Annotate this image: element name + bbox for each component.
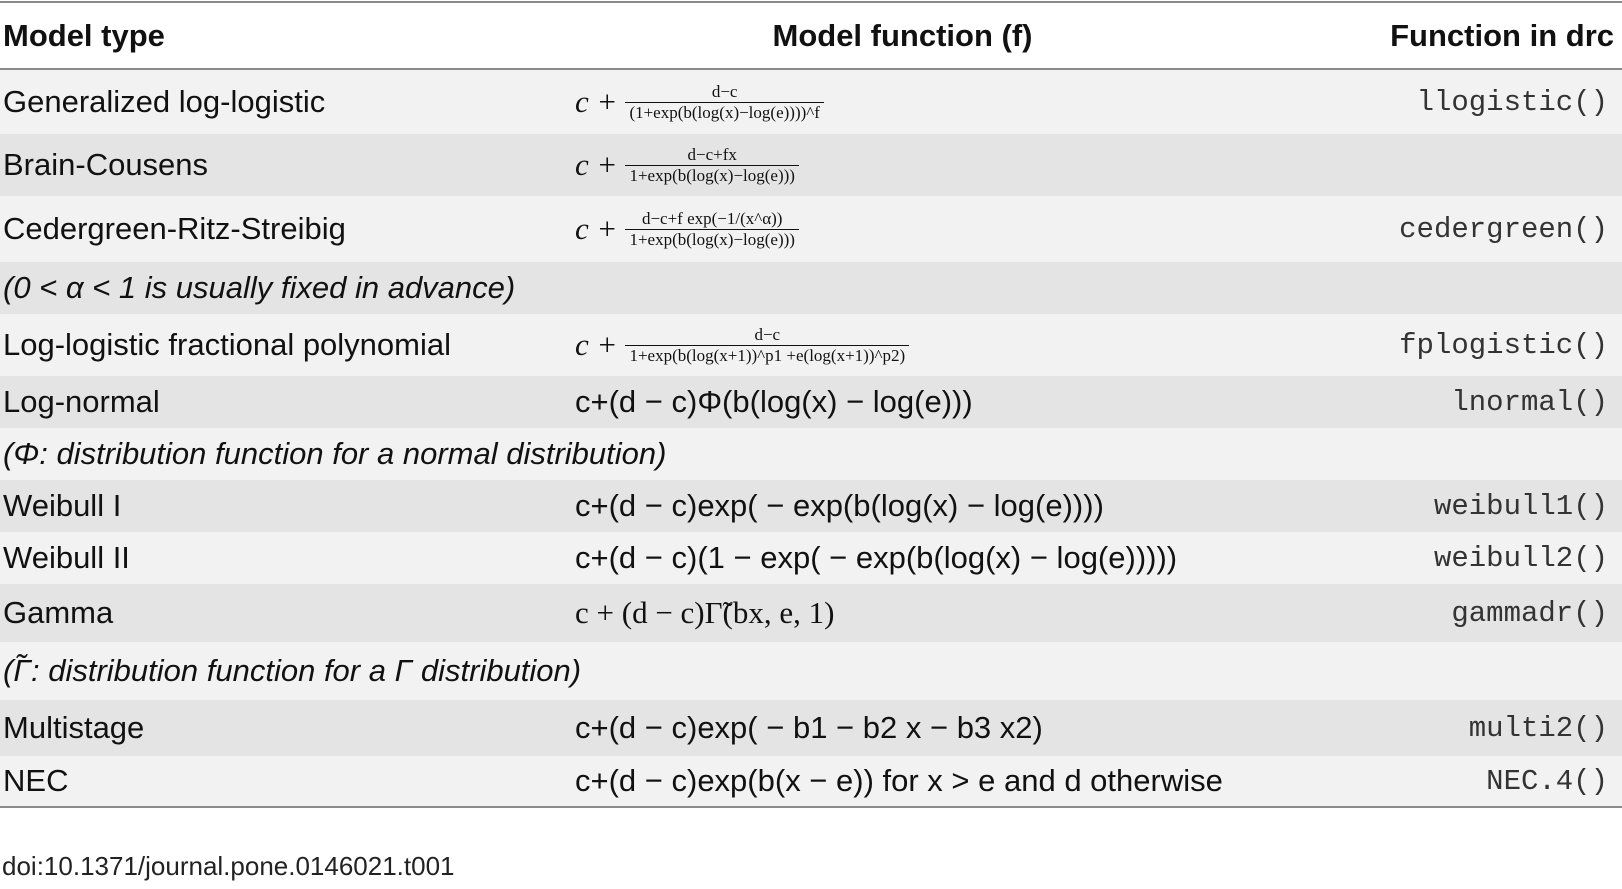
- note-text: (0 < α < 1 is usually fixed in advance): [3, 270, 516, 305]
- table-row: Log-logistic fractional polynomial c + d…: [0, 314, 1622, 376]
- fraction: d−c+f exp(−1/(x^α)) 1+exp(b(log(x)−log(e…: [625, 209, 799, 250]
- model-type-cell: Log-normal: [3, 384, 160, 419]
- table-row: Weibull I c+(d − c)exp( − exp(b(log(x) −…: [0, 480, 1622, 532]
- model-type-cell: Cedergreen-Ritz-Streibig: [3, 211, 346, 246]
- model-type-cell: Brain-Cousens: [3, 147, 209, 182]
- table-row: Gamma c + (d − c)Γ̃(bx, e, 1) gammadr(): [0, 584, 1622, 642]
- table-row: NEC c+(d − c)exp(b(x − e)) for x > e and…: [0, 756, 1622, 806]
- doi-footer: doi:10.1371/journal.pone.0146021.t001: [2, 851, 455, 881]
- model-function-cell: c+(d − c)exp( − b1 − b2 x − b3 x2): [575, 710, 1043, 745]
- note-text: (Φ: distribution function for a normal d…: [3, 436, 667, 471]
- header-model-type: Model type: [3, 18, 165, 53]
- model-function-cell: c+(d − c)(1 − exp( − exp(b(log(x) − log(…: [575, 540, 1178, 575]
- model-type-cell: Generalized log-logistic: [3, 84, 326, 119]
- model-type-cell: NEC: [3, 763, 69, 798]
- table-row: Multistage c+(d − c)exp( − b1 − b2 x − b…: [0, 700, 1622, 756]
- model-type-cell: Multistage: [3, 710, 145, 745]
- top-rule: [0, 1, 1622, 3]
- bottom-rule: [0, 806, 1622, 808]
- model-function-cell: c + d−c 1+exp(b(log(x+1))^p1 +e(log(x+1)…: [575, 314, 910, 376]
- model-function-cell: c+(d − c)Φ(b(log(x) − log(e))): [575, 384, 973, 419]
- fraction: d−c+fx 1+exp(b(log(x)−log(e))): [625, 145, 799, 186]
- header-rule: [0, 68, 1622, 70]
- table-row: Brain-Cousens c + d−c+fx 1+exp(b(log(x)−…: [0, 134, 1622, 196]
- header-drc: Function in drc: [1390, 18, 1614, 53]
- model-function-cell: c + d−c+fx 1+exp(b(log(x)−log(e))): [575, 134, 799, 196]
- drc-function-cell: gammadr(): [1451, 596, 1608, 630]
- model-type-cell: Log-logistic fractional polynomial: [3, 327, 452, 362]
- table-note-row: (0 < α < 1 is usually fixed in advance): [0, 262, 1622, 314]
- note-text: (Γ̃: distribution function for a Γ distr…: [3, 653, 582, 688]
- drc-function-cell: cedergreen(): [1399, 212, 1608, 246]
- fraction: d−c (1+exp(b(log(x)−log(e))))^f: [625, 82, 824, 123]
- model-function-cell: c + d−c+f exp(−1/(x^α)) 1+exp(b(log(x)−l…: [575, 196, 799, 262]
- fraction: d−c 1+exp(b(log(x+1))^p1 +e(log(x+1))^p2…: [625, 325, 910, 366]
- table-row: Weibull II c+(d − c)(1 − exp( − exp(b(lo…: [0, 532, 1622, 584]
- drc-function-cell: lnormal(): [1451, 385, 1608, 419]
- header-model-function: Model function (f): [772, 18, 1033, 53]
- drc-function-cell: fplogistic(): [1399, 328, 1608, 362]
- table-row: Log-normal c+(d − c)Φ(b(log(x) − log(e))…: [0, 376, 1622, 428]
- model-type-cell: Weibull II: [3, 540, 130, 575]
- table-row: Cedergreen-Ritz-Streibig c + d−c+f exp(−…: [0, 196, 1622, 262]
- table-note-row: (Γ̃: distribution function for a Γ distr…: [0, 642, 1622, 700]
- drc-function-cell: llogistic(): [1416, 85, 1608, 119]
- drc-function-cell: weibull1(): [1433, 489, 1608, 523]
- table-row: Generalized log-logistic c + d−c (1+exp(…: [0, 70, 1622, 134]
- drc-function-cell: NEC.4(): [1486, 764, 1608, 798]
- model-function-cell: c+(d − c)exp( − exp(b(log(x) − log(e)))): [575, 488, 1104, 523]
- model-function-cell: c+(d − c)exp(b(x − e)) for x > e and d o…: [575, 763, 1223, 798]
- table-note-row: (Φ: distribution function for a normal d…: [0, 428, 1622, 480]
- header-row: Model type Model function (f) Function i…: [0, 4, 1622, 68]
- model-function-cell: c + d−c (1+exp(b(log(x)−log(e))))^f: [575, 70, 824, 134]
- model-type-cell: Weibull I: [3, 488, 122, 523]
- model-type-cell: Gamma: [3, 595, 114, 630]
- drc-function-cell: multi2(): [1468, 711, 1608, 745]
- model-function-cell: c + (d − c)Γ̃(bx, e, 1): [575, 595, 835, 630]
- drc-function-cell: weibull2(): [1433, 541, 1608, 575]
